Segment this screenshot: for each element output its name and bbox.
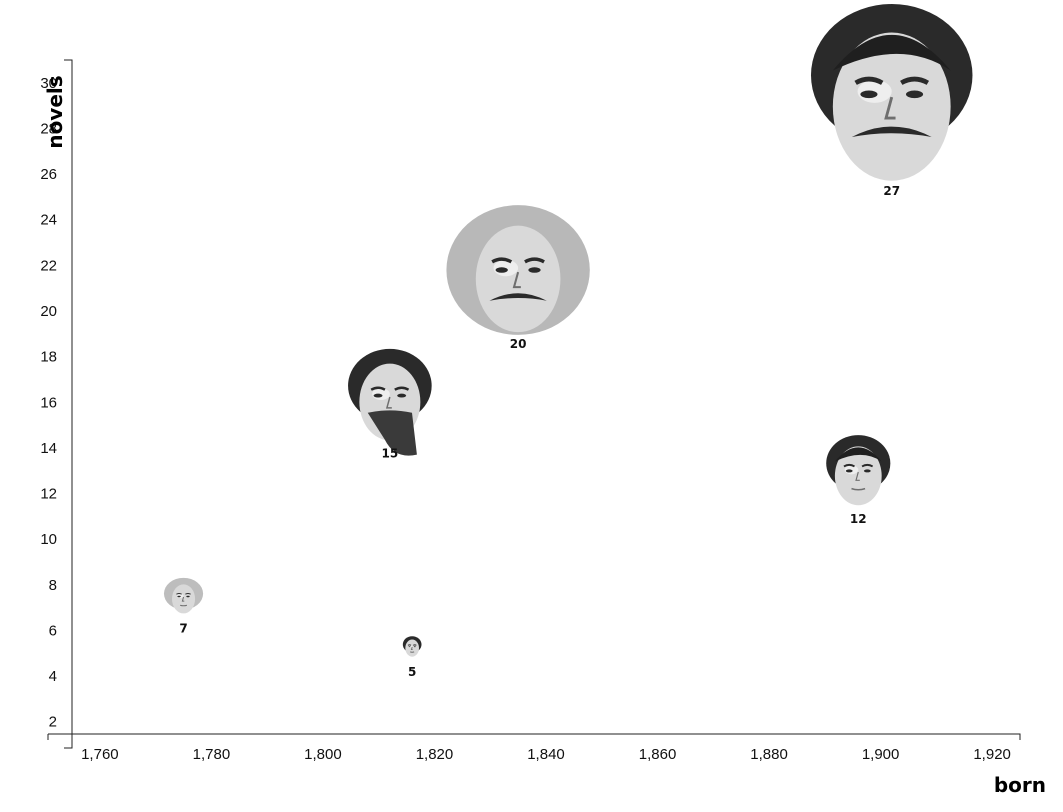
brow — [854, 76, 884, 85]
x-tick-label: 1,900 — [862, 746, 900, 763]
eye — [413, 646, 416, 648]
portrait-marker: 15 — [348, 348, 432, 460]
portrait-marker: 7 — [163, 577, 204, 635]
x-tick-label: 1,760 — [81, 746, 119, 763]
x-tick-label: 1,820 — [416, 746, 454, 763]
eye — [186, 595, 190, 598]
brow — [491, 257, 513, 264]
moustache-shape — [851, 126, 932, 138]
mouth — [180, 604, 188, 607]
eye — [905, 90, 924, 99]
y-tick-label: 2 — [49, 714, 57, 731]
y-tick-label: 4 — [49, 668, 57, 685]
x-tick-label: 1,860 — [639, 746, 677, 763]
value-label: 27 — [883, 184, 900, 198]
x-tick-label: 1,780 — [193, 746, 231, 763]
face-highlight — [857, 80, 892, 103]
eye — [408, 646, 411, 648]
y-tick-label: 18 — [40, 349, 57, 366]
portrait-marker: 20 — [446, 205, 590, 351]
value-label: 20 — [510, 337, 527, 351]
face-shape — [475, 225, 561, 333]
brow — [524, 257, 545, 264]
eye — [860, 90, 878, 99]
axes: 1,760 1,780 1,800 1,820 1,840 1,860 1,880 1,900… — [40, 59, 1021, 763]
y-tick-label: 16 — [40, 394, 57, 411]
y-tick-label: 28 — [40, 120, 57, 137]
x-tick-label: 1,800 — [304, 746, 342, 763]
value-label: 5 — [408, 665, 416, 679]
mouth — [851, 487, 866, 491]
hair-top — [834, 447, 882, 462]
nose — [855, 471, 860, 481]
x-tick-label: 1,840 — [527, 746, 565, 763]
face-highlight — [844, 465, 859, 475]
portrait-marker: 12 — [826, 435, 891, 526]
face-highlight — [372, 388, 390, 401]
y-tick-label: 22 — [40, 257, 57, 274]
y-axis-line — [64, 59, 73, 749]
eye — [528, 267, 541, 273]
brow — [370, 386, 386, 391]
brow — [185, 592, 191, 595]
face-highlight — [493, 259, 519, 277]
y-tick-label: 30 — [40, 75, 57, 92]
value-label: 12 — [850, 512, 867, 526]
nose — [385, 396, 392, 409]
face-highlight — [176, 593, 184, 599]
nose — [884, 96, 896, 120]
value-label: 7 — [179, 621, 187, 635]
y-tick-label: 12 — [40, 486, 57, 503]
portrait-markers: 7 5 15 20 12 27 — [163, 4, 973, 679]
x-axis-title: born — [994, 773, 1046, 797]
brow — [843, 463, 855, 468]
portrait-marker: 5 — [402, 636, 422, 679]
nose — [410, 646, 413, 650]
eye — [177, 595, 181, 598]
value-label: 15 — [382, 446, 399, 460]
y-tick-label: 14 — [40, 440, 57, 457]
face-shape — [832, 32, 951, 181]
eye — [863, 469, 871, 473]
y-axis-title: novels — [43, 75, 67, 148]
y-tick-label: 10 — [40, 531, 57, 548]
nose — [512, 271, 521, 289]
moustache-shape — [489, 293, 547, 301]
brow — [861, 463, 874, 468]
y-tick-label: 8 — [49, 577, 57, 594]
y-tick-label: 26 — [40, 166, 57, 183]
nose — [181, 596, 185, 602]
beard-shape — [367, 410, 417, 456]
brow — [900, 76, 930, 85]
eye — [845, 469, 853, 473]
portrait-marker: 27 — [810, 4, 973, 198]
face-shape — [834, 446, 882, 506]
hair-top — [832, 34, 951, 71]
x-tick-label: 1,880 — [750, 746, 788, 763]
x-axis-line — [47, 733, 1021, 740]
eye — [373, 393, 383, 398]
y-tick-label: 6 — [49, 622, 57, 639]
eye — [495, 267, 508, 273]
y-tick-label: 20 — [40, 303, 57, 320]
y-tick-label: 24 — [40, 212, 57, 229]
eye — [397, 393, 407, 398]
x-tick-label: 1,920 — [973, 746, 1011, 763]
brow — [176, 592, 182, 595]
brow — [394, 386, 410, 391]
